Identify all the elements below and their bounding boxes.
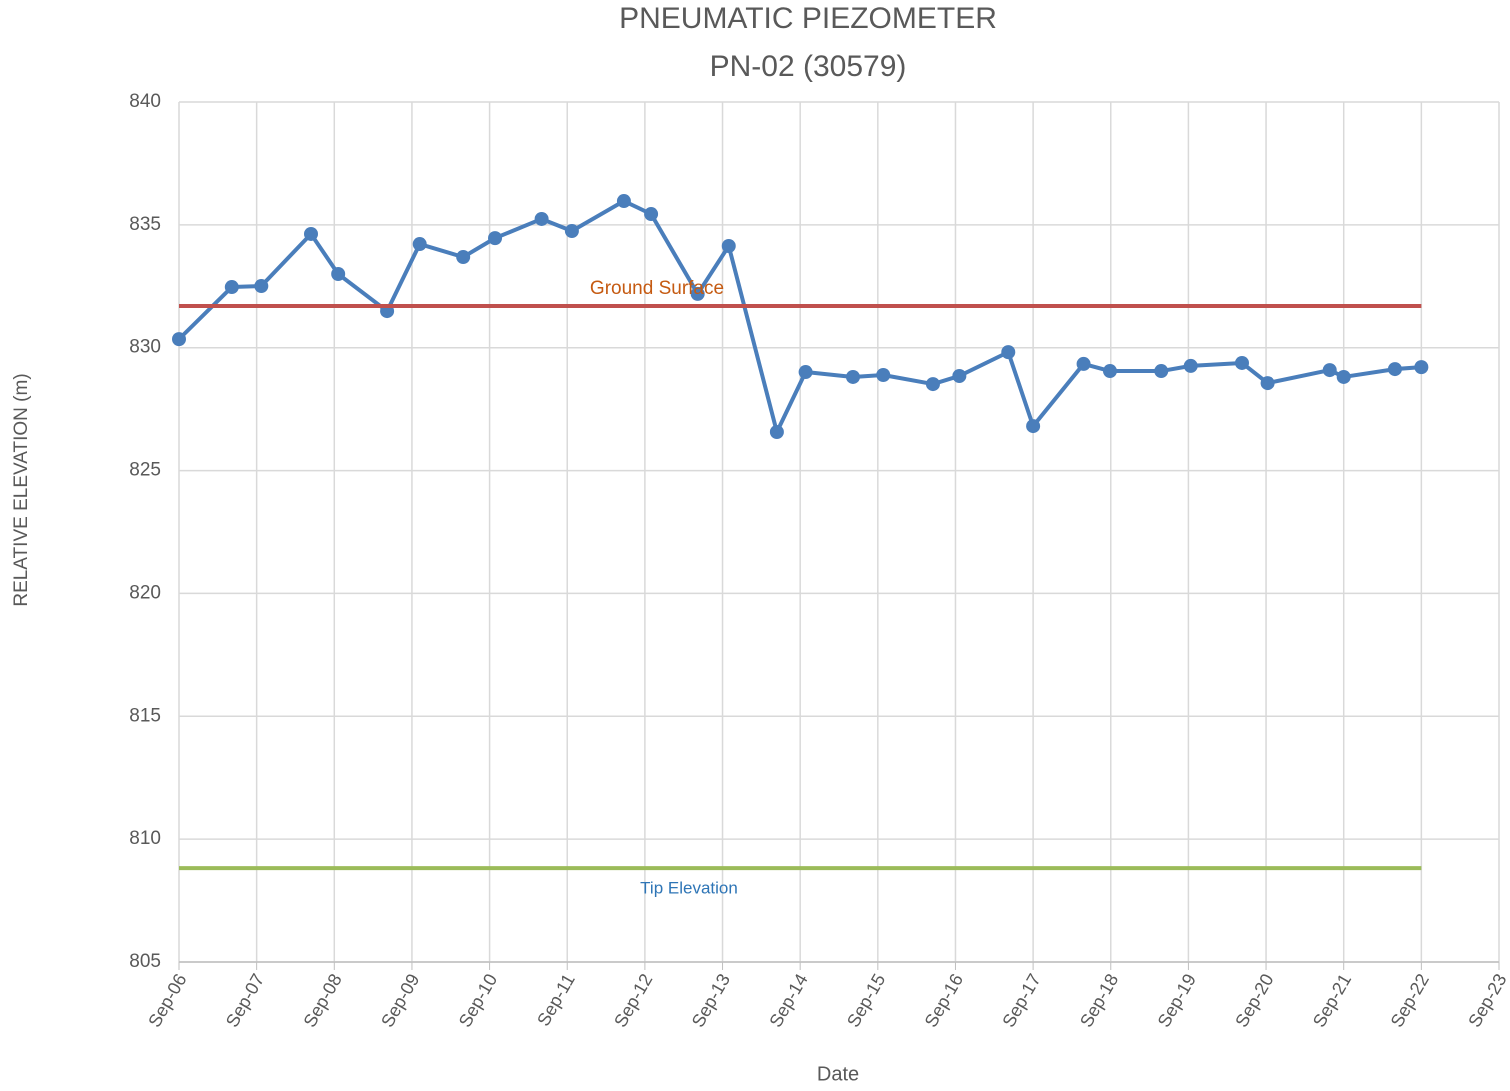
data-point	[845, 369, 860, 384]
data-point	[690, 286, 705, 301]
data-point	[644, 207, 659, 222]
x-tick-label: Sep-07	[222, 970, 268, 1030]
data-point	[488, 231, 503, 246]
y-tick-label: 805	[129, 951, 161, 972]
data-point	[1183, 358, 1198, 373]
x-tick-label: Sep-15	[843, 970, 889, 1030]
y-tick-label: 825	[129, 460, 161, 481]
data-point	[798, 365, 813, 380]
x-tick-label: Sep-23	[1464, 970, 1510, 1030]
x-tick-label: Sep-11	[533, 970, 579, 1029]
x-tick-label: Sep-14	[765, 970, 811, 1030]
data-point	[769, 424, 784, 439]
data-point	[1154, 364, 1169, 379]
data-point	[1387, 362, 1402, 377]
y-tick-label: 815	[129, 705, 161, 726]
data-point	[172, 332, 186, 347]
data-point	[304, 226, 318, 241]
data-point	[254, 279, 269, 294]
y-tick-label: 820	[129, 582, 161, 603]
data-point	[952, 368, 967, 383]
data-point	[925, 377, 940, 392]
x-tick-label: Sep-22	[1387, 970, 1433, 1030]
y-tick-label: 830	[129, 337, 161, 358]
data-point	[1414, 360, 1429, 375]
x-tick-label: Sep-10	[455, 970, 501, 1030]
data-point	[412, 237, 427, 252]
x-tick-label: Sep-12	[610, 970, 656, 1030]
y-axis-label: RELATIVE ELEVATION (m)	[11, 373, 32, 606]
x-tick-label: Sep-16	[921, 970, 967, 1030]
data-point	[1102, 364, 1117, 379]
x-axis-label: Date	[817, 1063, 859, 1085]
data-point	[1001, 345, 1016, 360]
data-point	[1260, 376, 1275, 391]
data-point	[1336, 369, 1351, 384]
data-point	[616, 194, 631, 209]
chart-title: PNEUMATIC PIEZOMETER	[619, 2, 997, 35]
y-tick-label: 810	[129, 828, 161, 849]
data-point	[876, 367, 891, 382]
data-point	[456, 250, 471, 265]
data-point	[564, 224, 579, 238]
data-point	[534, 211, 549, 226]
x-tick-label: Sep-20	[1231, 970, 1277, 1030]
y-tick-label: 840	[129, 91, 161, 112]
x-tick-label: Sep-18	[1076, 970, 1122, 1030]
data-point	[224, 280, 239, 295]
data-point	[1322, 363, 1337, 378]
x-tick-label: Sep-06	[144, 970, 190, 1030]
x-tick-label: Sep-13	[688, 970, 734, 1030]
data-point	[331, 267, 346, 281]
chart-subtitle: PN-02 (30579)	[710, 50, 907, 83]
x-tick-label: Sep-21	[1309, 970, 1355, 1030]
x-tick-label: Sep-09	[377, 970, 423, 1030]
line-label: Tip Elevation	[640, 879, 738, 898]
line-label: Ground Surface	[590, 278, 724, 299]
data-point	[1076, 356, 1091, 371]
y-tick-label: 835	[129, 214, 161, 235]
x-tick-label: Sep-08	[300, 970, 346, 1030]
data-point	[721, 238, 736, 253]
x-tick-label: Sep-19	[1154, 970, 1200, 1030]
data-point	[1026, 419, 1041, 434]
data-point	[1234, 355, 1249, 370]
x-tick-label: Sep-17	[998, 970, 1044, 1030]
